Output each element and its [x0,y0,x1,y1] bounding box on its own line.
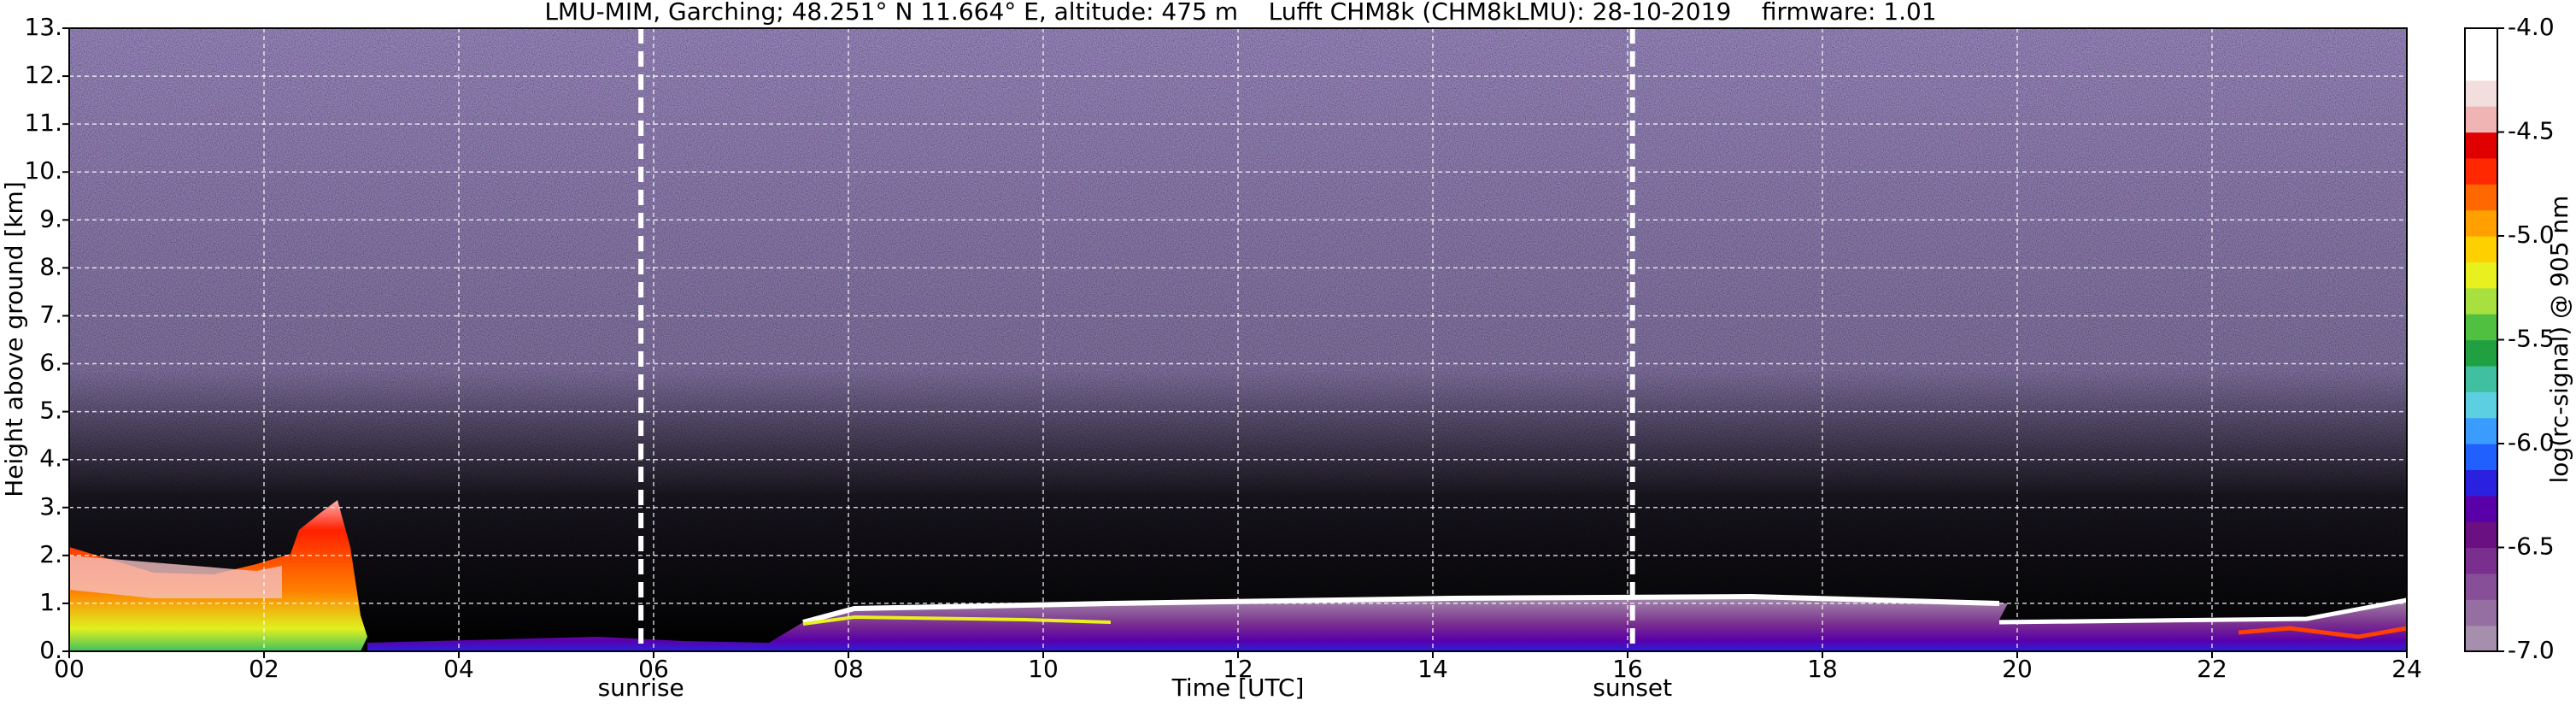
x-tick-label: 02 [249,655,279,683]
x-tick-label: 08 [833,655,864,683]
y-tick-label: 2. [39,540,62,568]
x-tick-label: 16 [1612,655,1643,683]
x-tick-label: 10 [1028,655,1059,683]
colorbar-segment [2465,365,2497,392]
colorbar-tick-label: -6.5 [2508,532,2555,561]
colorbar-tick-label: -6.0 [2508,428,2555,456]
colorbar-segment [2465,314,2497,341]
colorbar-segment [2465,521,2497,549]
x-tick-label: 12 [1223,655,1253,683]
x-tick-label: 04 [443,655,474,683]
colorbar-label: log(rc-signal) @ 905 nm [2545,196,2573,484]
colorbar-segment [2465,157,2497,185]
y-tick-label: 1. [39,588,62,616]
y-tick-label: 6. [39,349,62,377]
colorbar-segment [2465,391,2497,419]
x-tick-label: 24 [2391,655,2422,683]
colorbar-segment [2465,209,2497,237]
annotation-label: sunset [1593,674,1672,702]
colorbar-segment [2465,444,2497,470]
colorbar-segment [2465,287,2497,315]
colorbar-segment [2465,236,2497,262]
colorbar-segment [2465,106,2497,133]
chart-title: LMU-MIM, Garching; 48.251° N 11.664° E, … [544,0,1936,26]
colorbar-segment [2465,417,2497,444]
colorbar-segment [2465,132,2497,159]
y-tick-label: 8. [39,252,62,280]
x-tick-label: 18 [1807,655,1838,683]
colorbar-segment [2465,625,2497,652]
colorbar-tick-label: -5.0 [2508,221,2555,249]
y-tick-label: 9. [39,204,62,232]
y-tick-label: 11. [24,109,62,137]
y-tick-label: 3. [39,492,62,521]
y-tick-label: 13. [24,13,62,41]
y-tick-label: 10. [24,156,62,185]
plot-frame [68,27,2408,652]
colorbar-segment [2465,469,2497,497]
colorbar-tick-label: -7.0 [2508,636,2555,664]
colorbar-segment [2465,184,2497,211]
y-tick-label: 4. [39,444,62,473]
colorbar-segment [2465,79,2497,107]
colorbar-segment [2465,339,2497,367]
x-tick-label: 14 [1417,655,1448,683]
colorbar-tick-label: -4.0 [2508,13,2555,41]
x-tick-label: 20 [2002,655,2033,683]
y-tick-label: 7. [39,300,62,328]
x-axis-label: Time [UTC] [1171,674,1305,702]
colorbar-segment [2465,547,2497,574]
colorbar-segment [2465,599,2497,627]
y-tick-label: 12. [24,61,62,89]
y-axis-label: Height above ground [km] [0,181,28,497]
colorbar-tick-label: -4.5 [2508,117,2555,145]
y-tick-label: 5. [39,397,62,425]
colorbar-segment [2465,54,2497,81]
colorbar-segment [2465,262,2497,289]
x-tick-label: 22 [2197,655,2227,683]
y-tick-label: 0. [39,636,62,664]
x-tick-label: 06 [638,655,669,683]
colorbar-segment [2465,495,2497,522]
annotation-label: sunrise [598,674,684,702]
colorbar-segment [2465,573,2497,600]
x-tick-label: 00 [54,655,85,683]
colorbar-tick-label: -5.5 [2508,325,2555,353]
colorbar-segment [2465,28,2497,55]
